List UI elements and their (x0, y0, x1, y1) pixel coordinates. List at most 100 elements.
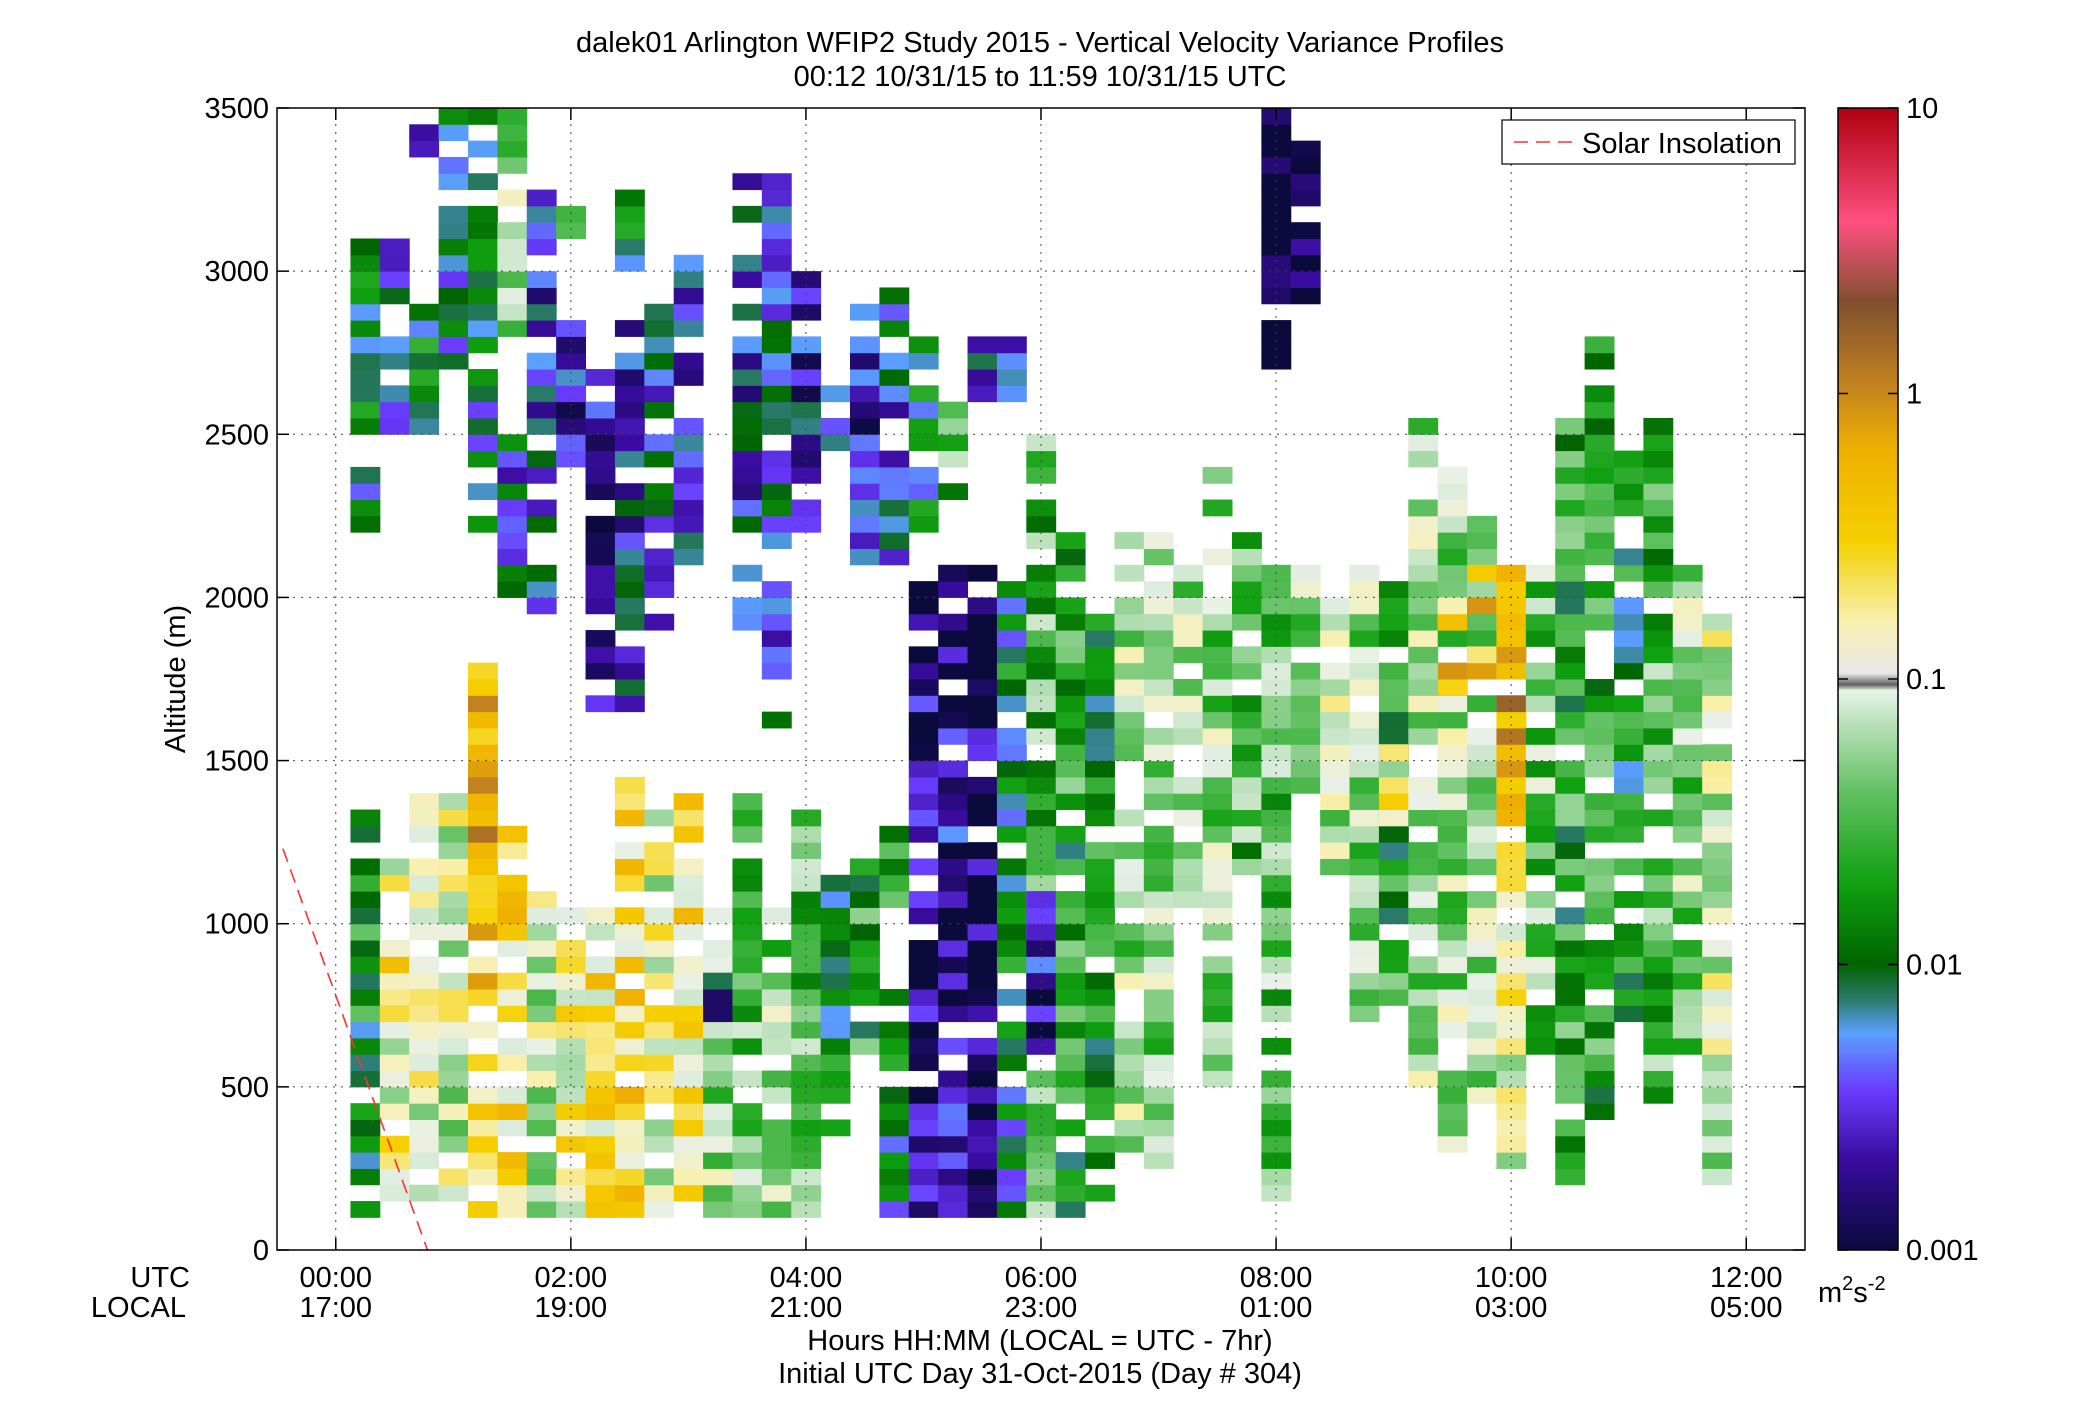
heatmap-cell (1055, 825, 1086, 843)
heatmap-cell (556, 1119, 587, 1137)
heatmap-cell (409, 1054, 440, 1072)
heatmap-cell (1408, 548, 1439, 566)
heatmap-cell (1290, 238, 1321, 256)
heatmap-cell (1232, 825, 1262, 843)
heatmap-cell (732, 564, 763, 582)
heatmap-cell (497, 1152, 528, 1169)
heatmap-cell (1672, 972, 1703, 990)
heatmap-cell (1261, 1135, 1292, 1153)
heatmap-cell (468, 222, 498, 240)
heatmap-cell (1085, 809, 1115, 827)
heatmap-cell (1496, 1103, 1527, 1120)
heatmap-cell (938, 1201, 969, 1218)
heatmap-cell (1408, 679, 1439, 696)
heatmap-cell (1525, 679, 1556, 696)
heatmap-cell (761, 369, 792, 386)
heatmap-cell (703, 940, 733, 957)
heatmap-cell (526, 369, 557, 386)
heatmap-cell (703, 956, 733, 974)
heatmap-cell (1202, 597, 1233, 615)
heatmap-cell (1320, 842, 1351, 859)
heatmap-cell (614, 1005, 645, 1023)
heatmap-cell (1202, 825, 1233, 843)
heatmap-cell (1437, 956, 1468, 974)
heatmap-cell (1232, 711, 1262, 729)
heatmap-cell (1555, 597, 1586, 615)
heatmap-cell (1143, 532, 1174, 549)
heatmap-cell (1408, 532, 1439, 549)
heatmap-cell (468, 369, 498, 386)
heatmap-cell (938, 483, 969, 501)
heatmap-cell (908, 613, 939, 631)
heatmap-cell (468, 1103, 498, 1120)
heatmap-cell (1555, 874, 1586, 892)
heatmap-cell (644, 385, 675, 403)
heatmap-cell (1584, 1086, 1615, 1104)
heatmap-cell (791, 352, 822, 370)
heatmap-cell (526, 1005, 557, 1023)
heatmap-cell (1496, 760, 1527, 778)
heatmap-cell (1055, 1184, 1086, 1202)
local-row-label: LOCAL (91, 1292, 186, 1324)
heatmap-cell (1702, 1119, 1733, 1137)
y-tick-label: 2000 (204, 582, 269, 614)
heatmap-cell (703, 1005, 733, 1023)
heatmap-cell (761, 222, 792, 240)
heatmap-cell (967, 1086, 998, 1104)
heatmap-cell (644, 434, 675, 452)
heatmap-cell (1202, 988, 1233, 1006)
heatmap-cell (1261, 727, 1292, 745)
heatmap-cell (1555, 1054, 1586, 1072)
heatmap-cell (673, 499, 704, 517)
heatmap-cell (350, 1152, 381, 1169)
heatmap-cell (1702, 662, 1733, 680)
heatmap-cell (556, 434, 587, 452)
heatmap-cell (1525, 695, 1556, 713)
heatmap-cell (1496, 1152, 1527, 1169)
heatmap-cell (1085, 988, 1115, 1006)
heatmap-cell (585, 417, 616, 435)
heatmap-cell (879, 1184, 910, 1202)
y-tick-label: 3000 (204, 256, 269, 288)
x-tick-label-utc: 08:00 (1240, 1262, 1313, 1294)
heatmap-cell (1496, 695, 1527, 713)
heatmap-cell (1614, 1005, 1644, 1023)
heatmap-cell (1702, 760, 1733, 778)
heatmap-cell (1555, 1135, 1586, 1153)
heatmap-cell (1085, 744, 1115, 762)
heatmap-cell (409, 1037, 440, 1055)
heatmap-cell (614, 548, 645, 566)
heatmap-cell (1026, 695, 1057, 713)
heatmap-cell (1026, 662, 1057, 680)
heatmap-cell (1173, 776, 1204, 794)
heatmap-cell (703, 1168, 733, 1186)
heatmap-cell (791, 825, 822, 843)
heatmap-cell (585, 483, 616, 501)
heatmap-cell (468, 727, 498, 745)
heatmap-cell (497, 581, 528, 598)
x-tick-label-local: 01:00 (1240, 1292, 1313, 1324)
heatmap-cell (732, 1037, 763, 1055)
heatmap-cell (1232, 695, 1262, 713)
heatmap-cell (1437, 809, 1468, 827)
heatmap-cell (526, 1168, 557, 1186)
heatmap-cell (585, 695, 616, 713)
heatmap-cell (1026, 760, 1057, 778)
heatmap-cell (1114, 923, 1145, 941)
heatmap-cell (908, 907, 939, 925)
heatmap-cell (1643, 907, 1674, 925)
heatmap-cell (1643, 727, 1674, 745)
heatmap-cell (1584, 515, 1615, 533)
heatmap-cell (791, 907, 822, 925)
heatmap-cell (996, 597, 1027, 615)
heatmap-cell (497, 532, 528, 549)
heatmap-cell (791, 842, 822, 859)
heatmap-cell (1584, 434, 1615, 452)
heatmap-cell (644, 874, 675, 892)
heatmap-cell (1261, 760, 1292, 778)
heatmap-cell (1437, 630, 1468, 647)
heatmap-cell (967, 972, 998, 990)
heatmap-cell (1584, 385, 1615, 403)
heatmap-cell (526, 515, 557, 533)
heatmap-cell (761, 1201, 792, 1218)
